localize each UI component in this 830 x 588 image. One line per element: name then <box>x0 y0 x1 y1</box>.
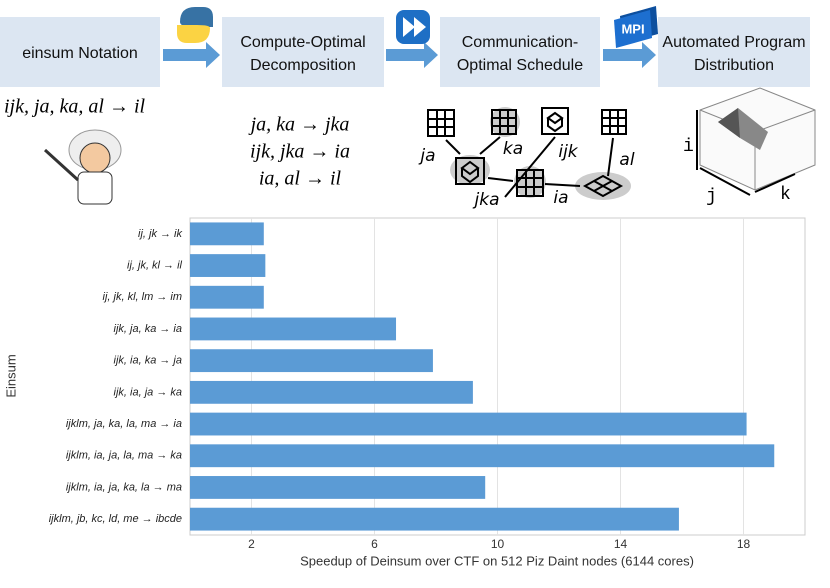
step-label: Communication- <box>462 34 578 51</box>
x-tick-label: 2 <box>248 537 255 551</box>
bar <box>190 222 264 246</box>
graph-node-label: ijk <box>558 142 578 162</box>
y-tick-label: ijklm, jb, kc, ld, me → ibcde <box>49 513 182 525</box>
bar <box>190 444 775 468</box>
step-box <box>222 17 384 87</box>
axis-label: j <box>706 187 717 207</box>
arrow <box>163 42 220 68</box>
bar <box>190 507 679 531</box>
graph-node-label: jka <box>473 190 500 210</box>
x-tick-label: 18 <box>737 537 751 551</box>
distribution-cube <box>696 87 816 196</box>
bar <box>190 476 486 499</box>
y-tick-label: ijklm, ia, ja, ka, la → ma <box>66 481 182 493</box>
python-icon <box>177 7 213 43</box>
y-tick-label: ijk, ja, ka → ia <box>114 323 182 335</box>
axis-label: k <box>780 185 791 205</box>
graph-node-label: ja <box>418 146 435 166</box>
decomposition-line: ia, al → il <box>259 168 342 190</box>
graph-node-label: al <box>619 150 634 170</box>
arrow <box>603 42 656 68</box>
dace-icon <box>396 10 430 44</box>
step-box <box>658 17 810 87</box>
step-label: einsum Notation <box>22 45 138 62</box>
y-axis-label: Einsum <box>3 354 18 397</box>
step-label: Automated Program <box>662 34 805 51</box>
bar <box>190 254 266 277</box>
step-label: Optimal Schedule <box>457 57 583 74</box>
graph-node-label: ka <box>503 139 523 159</box>
step-label: Decomposition <box>250 57 356 74</box>
decomposition-line: ja, ka → jka <box>248 114 350 136</box>
icon-label: MPI <box>621 21 644 36</box>
x-tick-label: 10 <box>491 537 505 551</box>
step-box <box>0 17 160 87</box>
y-tick-label: ijk, ia, ka → ja <box>114 355 182 367</box>
step-label: Distribution <box>694 57 774 74</box>
pipeline: einsum Notation Compute-Optimal Decompos… <box>0 17 810 87</box>
axis-label: i <box>683 137 694 157</box>
x-tick-label: 14 <box>614 537 628 551</box>
y-tick-label: ij, jk, kl → il <box>127 259 183 271</box>
mpi-icon: MPI <box>614 6 658 48</box>
x-axis-label: Speedup of Deinsum over CTF on 512 Piz D… <box>300 553 694 568</box>
y-tick-label: ijklm, ia, ja, la, ma → ka <box>66 450 182 462</box>
input-expression: ijk, ja, ka, al → il <box>4 96 146 118</box>
bar <box>190 380 473 404</box>
step-label: Compute-Optimal <box>240 34 365 51</box>
bar <box>190 349 433 373</box>
bar <box>190 412 747 436</box>
y-tick-label: ij, jk → ik <box>138 228 183 240</box>
arrow <box>386 42 438 68</box>
y-tick-label: ij, jk, kl, lm → im <box>103 291 182 303</box>
y-tick-label: ijklm, ja, ka, la, ma → ia <box>66 418 182 430</box>
step-box <box>440 17 600 87</box>
bar <box>190 285 264 309</box>
graph-node-label: ia <box>553 188 568 208</box>
x-tick-label: 6 <box>371 537 378 551</box>
schedule-graph <box>427 107 631 200</box>
bar <box>190 317 397 341</box>
y-tick-label: ijk, ia, ja → ka <box>114 386 182 398</box>
decomposition-line: ijk, jka → ia <box>250 141 350 163</box>
einstein-illustration <box>43 129 122 205</box>
